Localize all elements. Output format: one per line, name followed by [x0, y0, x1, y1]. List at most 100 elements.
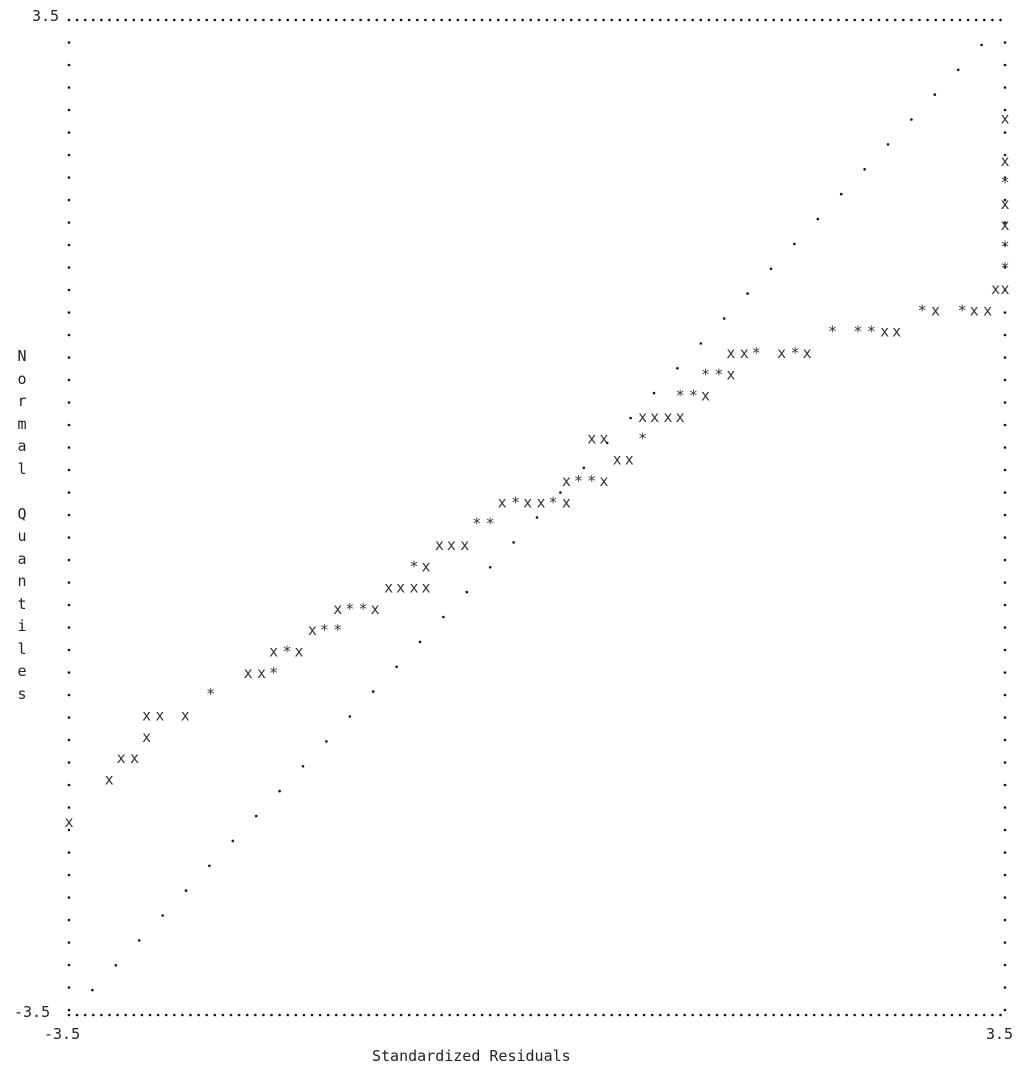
- frame-dot-bottom: [950, 1013, 954, 1017]
- data-point: x: [1000, 152, 1009, 170]
- frame-dot-right: [1003, 783, 1007, 787]
- frame-dot-bottom: [75, 1013, 79, 1017]
- frame-dot-bottom: [326, 1013, 330, 1017]
- frame-dot-bottom: [877, 1013, 881, 1017]
- frame-dot-bottom: [796, 1013, 800, 1017]
- data-point: x: [130, 749, 139, 767]
- frame-dot-top: [497, 18, 500, 22]
- frame-dot-bottom: [772, 1013, 775, 1017]
- frame-dot-top: [75, 18, 79, 22]
- reference-dot: [208, 864, 211, 868]
- reference-dot: [746, 292, 749, 295]
- frame-dot-left: [67, 941, 71, 944]
- data-point: x: [599, 429, 608, 447]
- frame-dot-top: [391, 18, 395, 22]
- frame-dot-top: [837, 18, 840, 22]
- frame-dot-bottom: [545, 1013, 549, 1017]
- frame-dot-top: [618, 18, 622, 22]
- frame-dot-top: [513, 18, 516, 22]
- frame-dot-right: [1003, 738, 1007, 742]
- frame-dot-top: [569, 18, 573, 22]
- frame-dot-bottom: [999, 1013, 1002, 1017]
- frame-dot-top: [205, 18, 208, 22]
- frame-dot-bottom: [286, 1013, 290, 1017]
- frame-dot-bottom: [189, 1013, 192, 1017]
- reference-dot: [114, 964, 118, 967]
- frame-dot-top: [359, 18, 362, 22]
- frame-dot-left: [67, 243, 71, 247]
- frame-dot-left: [67, 581, 71, 584]
- frame-dot-bottom: [723, 1013, 727, 1017]
- frame-dot-left: [67, 288, 71, 292]
- frame-dot-top: [731, 18, 735, 22]
- data-point: x: [613, 451, 622, 469]
- frame-dot-top: [545, 18, 549, 22]
- frame-dot-left: [67, 198, 71, 202]
- frame-dot-top: [270, 18, 273, 22]
- frame-dot-left: [67, 918, 71, 922]
- frame-dot-top: [262, 18, 265, 22]
- data-point: x: [142, 707, 151, 725]
- frame-dot-bottom: [197, 1013, 200, 1017]
- data-point: x: [371, 600, 380, 618]
- frame-dot-top: [853, 18, 856, 22]
- frame-dot-top: [108, 18, 111, 22]
- reference-dot: [91, 988, 94, 992]
- data-point: x: [142, 728, 151, 746]
- overlap-point: *: [689, 387, 698, 405]
- frame-dot-bottom: [132, 1013, 136, 1017]
- frame-dot-top: [302, 18, 306, 22]
- frame-dot-right: [1003, 86, 1007, 89]
- frame-dot-bottom: [707, 1013, 711, 1017]
- frame-dot-left: [67, 626, 71, 629]
- frame-dot-right: [1003, 468, 1007, 472]
- frame-dot-top: [683, 18, 686, 22]
- reference-dot: [137, 939, 141, 942]
- frame-dot-bottom: [335, 1013, 338, 1017]
- frame-dot-right: [1003, 963, 1007, 967]
- frame-dot-top: [140, 18, 144, 22]
- reference-dot: [418, 640, 422, 644]
- frame-dot-top: [456, 18, 460, 22]
- frame-dot-bottom: [731, 1013, 735, 1017]
- frame-dot-top: [197, 18, 200, 22]
- frame-dot-bottom: [488, 1013, 492, 1017]
- frame-dot-bottom: [667, 1013, 670, 1017]
- data-point: x: [269, 643, 278, 661]
- frame-dot-right: [1003, 221, 1007, 224]
- frame-dot-right: [1003, 828, 1007, 832]
- frame-dot-top: [699, 18, 703, 22]
- frame-dot-left: [67, 986, 71, 989]
- frame-dot-top: [553, 18, 557, 22]
- frame-dot-top: [164, 18, 168, 22]
- y-tick-bottom: -3.5: [14, 1003, 51, 1021]
- frame-dot-top: [326, 18, 330, 22]
- data-point: x: [701, 387, 710, 405]
- frame-dot-left: [67, 806, 71, 809]
- data-point: x: [181, 707, 190, 725]
- frame-dot-top: [626, 18, 630, 22]
- frame-dot-bottom: [569, 1013, 573, 1017]
- frame-dot-left: [67, 513, 71, 517]
- frame-dot-top: [926, 18, 929, 22]
- frame-dot-top: [796, 18, 800, 22]
- x-tick-right: 3.5: [986, 1025, 1014, 1043]
- frame-dot-bottom: [229, 1013, 233, 1017]
- frame-dot-left: [67, 828, 71, 832]
- frame-dot-top: [950, 18, 954, 22]
- overlap-point: *: [853, 323, 862, 341]
- overlap-point: *: [511, 493, 520, 511]
- frame-dot-right: [1003, 288, 1007, 292]
- overlap-point: *: [676, 387, 685, 405]
- reference-dot: [535, 516, 539, 519]
- frame-dot-bottom: [788, 1013, 792, 1017]
- frame-dot-right: [1003, 671, 1007, 674]
- data-point: x: [931, 301, 940, 319]
- frame-dot-top: [383, 18, 387, 22]
- frame-dot-top: [723, 18, 727, 22]
- frame-dot-bottom: [375, 1013, 379, 1017]
- reference-dot: [839, 192, 843, 196]
- frame-dot-bottom: [310, 1013, 314, 1017]
- data-point: x: [803, 344, 812, 362]
- frame-dot-top: [991, 18, 994, 22]
